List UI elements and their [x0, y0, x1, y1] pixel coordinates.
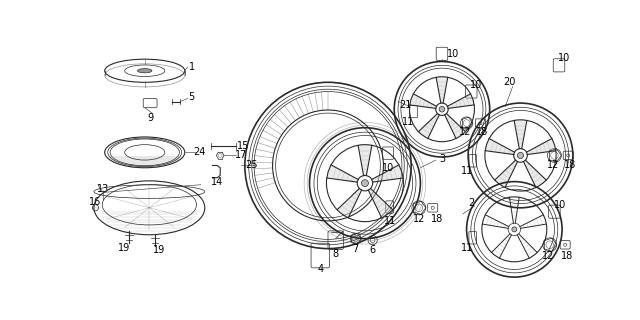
Polygon shape — [419, 114, 439, 139]
Circle shape — [439, 107, 445, 112]
Circle shape — [512, 227, 517, 232]
Text: 18: 18 — [431, 213, 444, 224]
Circle shape — [517, 152, 524, 158]
Text: 12: 12 — [542, 251, 554, 260]
Text: 16: 16 — [90, 197, 102, 207]
Polygon shape — [327, 165, 358, 182]
Text: 10: 10 — [554, 200, 566, 210]
Polygon shape — [436, 77, 448, 103]
Polygon shape — [447, 94, 474, 108]
Text: 20: 20 — [504, 76, 516, 86]
Polygon shape — [372, 165, 403, 182]
Text: 11: 11 — [460, 243, 473, 253]
Circle shape — [362, 180, 369, 187]
Text: 12: 12 — [413, 213, 425, 224]
Text: 6: 6 — [369, 245, 376, 255]
Text: 18: 18 — [476, 127, 488, 137]
Text: 9: 9 — [148, 113, 154, 123]
Polygon shape — [485, 139, 515, 155]
Text: 15: 15 — [237, 141, 250, 151]
Text: 12: 12 — [547, 160, 559, 171]
Text: 3: 3 — [439, 154, 445, 164]
Polygon shape — [358, 145, 372, 176]
Polygon shape — [524, 160, 547, 188]
Text: 17: 17 — [235, 150, 247, 160]
Ellipse shape — [138, 69, 152, 73]
Text: 18: 18 — [561, 251, 573, 260]
Text: 18: 18 — [564, 160, 576, 171]
Text: 11: 11 — [402, 116, 414, 126]
Text: 10: 10 — [447, 49, 459, 59]
Text: 10: 10 — [557, 53, 570, 63]
Text: 11: 11 — [383, 216, 396, 226]
Text: 5: 5 — [189, 92, 195, 102]
Text: 19: 19 — [152, 245, 164, 255]
Polygon shape — [445, 114, 465, 139]
Text: 10: 10 — [382, 163, 394, 173]
Text: 7: 7 — [353, 244, 359, 254]
Polygon shape — [514, 120, 527, 149]
Polygon shape — [368, 188, 393, 218]
Text: 14: 14 — [211, 177, 223, 187]
Text: 4: 4 — [317, 264, 323, 275]
Text: 8: 8 — [333, 249, 339, 259]
Text: 12: 12 — [459, 127, 471, 137]
Text: 1: 1 — [189, 62, 195, 72]
Polygon shape — [495, 160, 518, 188]
Polygon shape — [410, 94, 436, 108]
Text: 19: 19 — [118, 243, 130, 253]
Text: 11: 11 — [460, 166, 473, 176]
Text: 24: 24 — [193, 147, 205, 157]
Text: 10: 10 — [470, 80, 482, 90]
Polygon shape — [337, 188, 362, 218]
Polygon shape — [527, 139, 556, 155]
Text: 2: 2 — [468, 198, 474, 208]
Text: 13: 13 — [97, 184, 109, 194]
Text: 25: 25 — [244, 160, 257, 171]
Text: 21: 21 — [399, 100, 411, 110]
